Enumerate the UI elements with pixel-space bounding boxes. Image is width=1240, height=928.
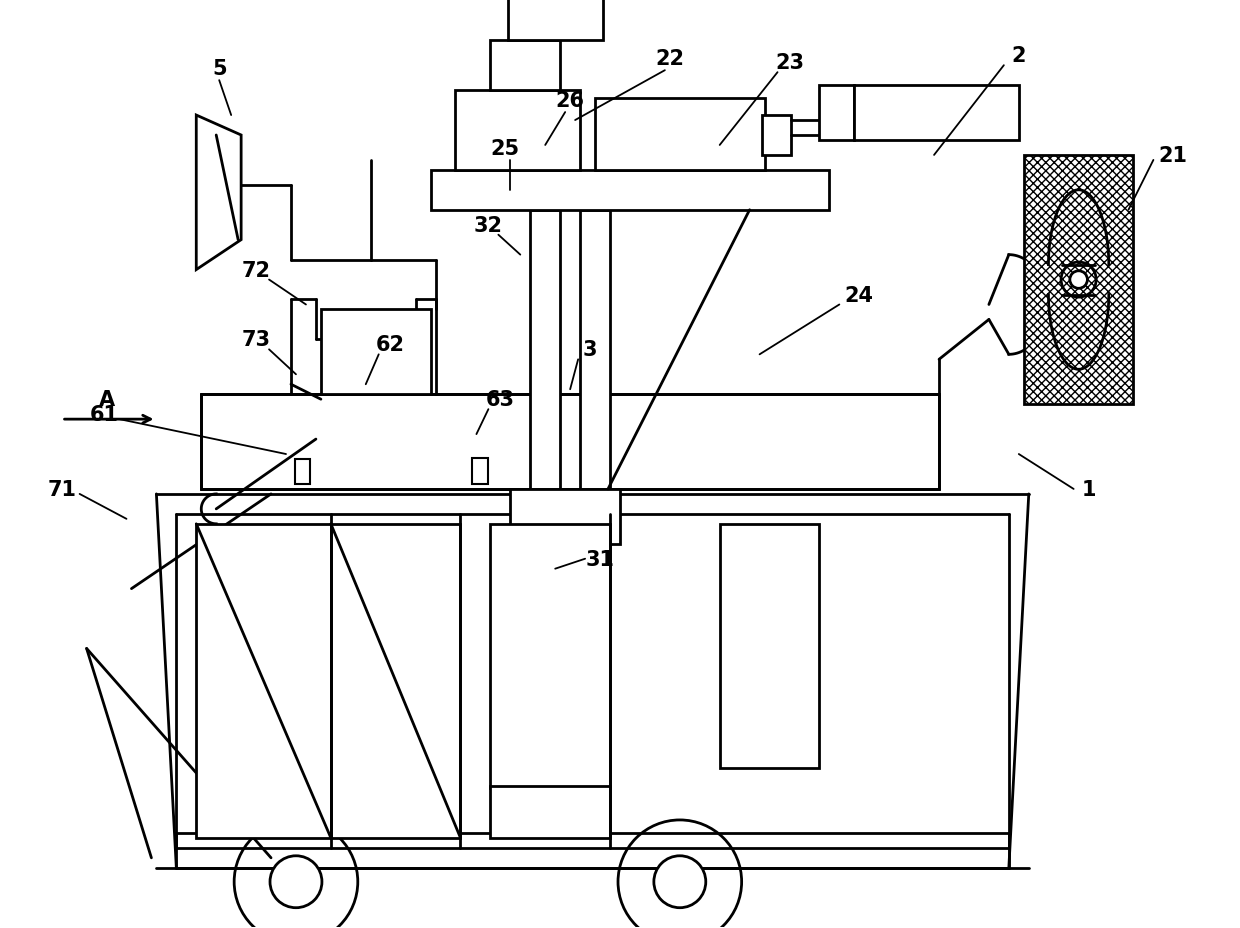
Bar	[201, 394, 939, 489]
Bar	[511, 489, 620, 544]
Bar	[820, 86, 854, 141]
Text: 2: 2	[1012, 46, 1025, 66]
Text: 3: 3	[583, 340, 598, 360]
Text: 21: 21	[1159, 146, 1188, 166]
Text: 23: 23	[775, 53, 804, 73]
Text: 1: 1	[1081, 480, 1096, 499]
Text: 61: 61	[91, 405, 119, 425]
Bar	[295, 459, 310, 484]
Text: 24: 24	[844, 285, 874, 305]
Text: 5: 5	[212, 59, 227, 79]
Bar	[595, 99, 765, 171]
Bar	[321, 310, 430, 394]
Bar	[430, 171, 830, 211]
Bar	[472, 458, 489, 484]
Text: 25: 25	[491, 139, 520, 159]
Bar	[1024, 156, 1133, 405]
Bar	[580, 211, 610, 489]
Circle shape	[270, 856, 322, 908]
Text: 73: 73	[242, 330, 270, 350]
Bar	[331, 524, 460, 838]
Text: 63: 63	[486, 390, 515, 410]
Bar	[531, 211, 560, 489]
Bar	[490, 524, 610, 788]
Text: 71: 71	[47, 480, 76, 499]
Bar	[490, 41, 560, 91]
Text: A: A	[98, 390, 114, 410]
Text: 72: 72	[242, 260, 270, 280]
Circle shape	[653, 856, 706, 908]
Bar	[719, 524, 820, 768]
Text: 31: 31	[585, 549, 615, 569]
Text: 62: 62	[376, 335, 405, 355]
Text: 22: 22	[656, 49, 684, 70]
Bar	[455, 91, 580, 171]
Bar	[761, 116, 791, 156]
Text: 32: 32	[474, 215, 503, 236]
Bar	[508, 0, 603, 41]
Bar	[854, 86, 1019, 141]
Bar	[196, 524, 331, 838]
Text: 26: 26	[556, 91, 584, 111]
Circle shape	[1070, 272, 1087, 289]
Bar	[490, 786, 610, 838]
